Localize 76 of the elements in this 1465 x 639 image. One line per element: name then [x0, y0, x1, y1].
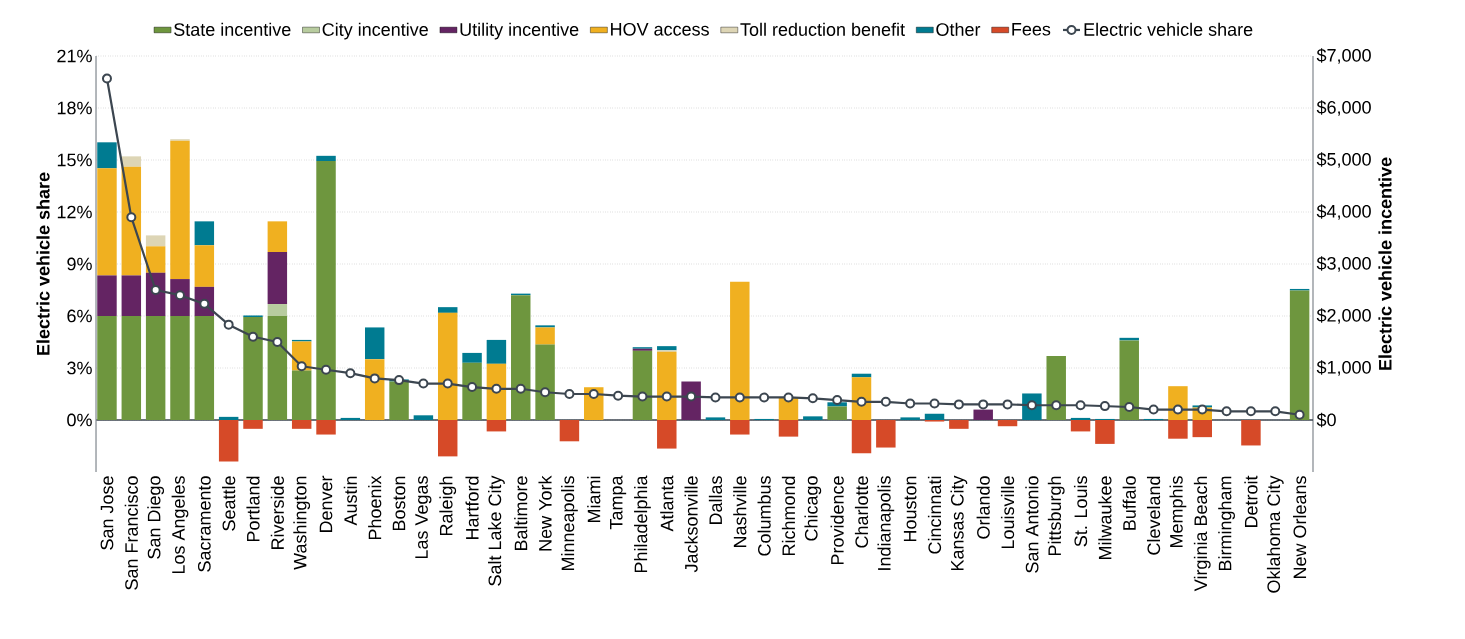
x-tick-label: Miami [587, 476, 601, 523]
x-tick-label: San Antonio [1025, 476, 1039, 573]
y2-tick-label: $0 [1316, 412, 1336, 428]
legend-label: City incentive [322, 22, 428, 40]
y2-tick-label: $6,000 [1316, 100, 1371, 116]
x-tick-label: Memphis [1169, 476, 1187, 548]
y-tick-label: 3% [67, 361, 92, 375]
x-tick-label: Columbus [757, 476, 771, 556]
x-tick-label: Pittsburgh [1047, 476, 1065, 556]
y-tick-label: 0% [67, 413, 92, 427]
y2-tick-label: $4,000 [1316, 204, 1371, 220]
x-tick-label: San Diego [147, 476, 165, 559]
x-tick-label: Denver [319, 475, 333, 533]
x-tick-label: Orlando [976, 476, 990, 539]
x-tick-label: Birmingham [1218, 476, 1235, 571]
x-tick-label: Baltimore [514, 476, 528, 551]
legend-label: Fees [1012, 23, 1051, 36]
legend-label: Toll reduction benefit [740, 22, 905, 36]
x-tick-label: Philadelphia [634, 475, 651, 573]
x-tick-label: Cincinnati [927, 476, 942, 554]
x-tick-label: Atlanta [660, 475, 674, 532]
x-tick-label: Detroit [1244, 475, 1258, 528]
x-tick-label: Virginia Beach [1193, 476, 1211, 592]
x-tick-label: Milwaukee [1098, 476, 1112, 560]
x-tick-label: Salt Lake City [488, 475, 505, 586]
x-tick-label: New York [538, 475, 552, 551]
x-tick-label: Dallas [708, 476, 723, 525]
y-tick-label: 21% [57, 49, 92, 63]
y-axis-title: Electric vehicle share [36, 172, 50, 355]
y-tick-label: 9% [67, 257, 92, 271]
x-tick-label: Richmond [781, 476, 796, 556]
x-tick-label: Oklahoma City [1266, 475, 1284, 593]
y2-tick-label: $2,000 [1316, 308, 1371, 324]
x-tick-label: Hartford [465, 476, 479, 540]
x-tick-label: Riverside [270, 476, 284, 550]
legend-label: HOV access [611, 22, 709, 36]
x-tick-label: Chicago [804, 476, 822, 541]
y-tick-label: 6% [67, 309, 92, 323]
y2-tick-label: $3,000 [1316, 256, 1371, 272]
x-tick-label: Seattle [222, 476, 236, 531]
x-tick-label: Washington [293, 476, 311, 570]
x-tick-label: Cleveland [1146, 476, 1161, 555]
legend-label: Utility incentive [460, 22, 579, 40]
x-tick-label: San Francisco [124, 476, 138, 590]
x-tick-label: Nashville [733, 476, 747, 548]
x-tick-label: Raleigh [439, 476, 457, 536]
x-tick-label: Buffalo [1122, 476, 1136, 530]
x-tick-label: Indianapolis [877, 476, 895, 570]
x-tick-label: New Orleans [1293, 476, 1307, 579]
y2-tick-label: $7,000 [1316, 48, 1371, 64]
x-tick-label: Boston [392, 476, 406, 531]
x-tick-label: Tampa [610, 475, 627, 530]
x-tick-label: Austin [343, 476, 357, 526]
legend-label: Electric vehicle share [1084, 22, 1253, 36]
x-tick-label: Portland [246, 476, 260, 542]
x-tick-label: San Jose [100, 476, 114, 550]
x-tick-label: Charlotte [854, 476, 869, 548]
y-tick-label: 15% [57, 153, 92, 167]
y2-tick-label: $1,000 [1316, 360, 1371, 376]
y-tick-label: 18% [57, 101, 92, 115]
y2-tick-label: $5,000 [1316, 152, 1371, 168]
x-tick-label: Louisville [1000, 476, 1015, 549]
x-tick-label: Phoenix [368, 475, 382, 540]
y-tick-label: 12% [57, 205, 92, 219]
x-tick-label: Providence [830, 476, 844, 565]
x-tick-label: Kansas City [950, 475, 968, 571]
legend-label: State incentive [174, 22, 291, 36]
legend-label: Other [936, 22, 981, 36]
x-tick-label: Los Angeles [171, 476, 189, 574]
x-tick-label: Jacksonville [684, 476, 698, 573]
x-tick-label: Las Vegas [415, 476, 432, 559]
y2-axis-title: Electric vehicle incentive [1378, 157, 1392, 370]
x-tick-label: Sacramento [197, 476, 211, 572]
x-tick-label: Minneapolis [561, 476, 578, 571]
x-tick-label: Houston [903, 476, 917, 542]
x-tick-label: St. Louis [1073, 476, 1088, 547]
